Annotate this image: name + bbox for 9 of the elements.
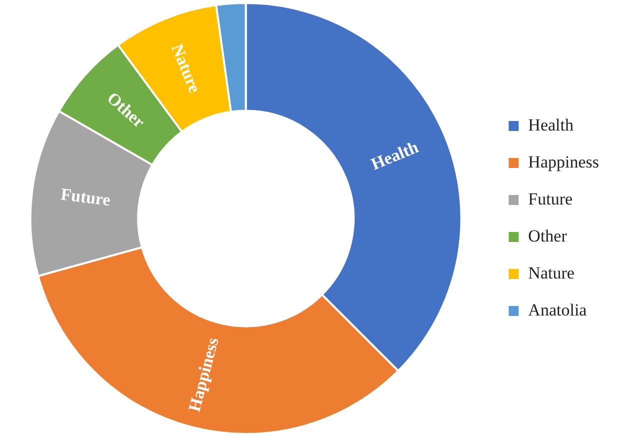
slice-label: Nature <box>168 41 204 96</box>
slice-label: Health <box>368 137 422 174</box>
legend-label: Happiness <box>528 152 600 172</box>
legend-label: Other <box>528 226 568 246</box>
legend-label: Anatolia <box>528 300 588 320</box>
slice-label: Future <box>60 184 112 210</box>
legend-label: Nature <box>528 263 574 282</box>
legend-label: Future <box>528 189 573 208</box>
legend-label: Health <box>528 115 574 134</box>
